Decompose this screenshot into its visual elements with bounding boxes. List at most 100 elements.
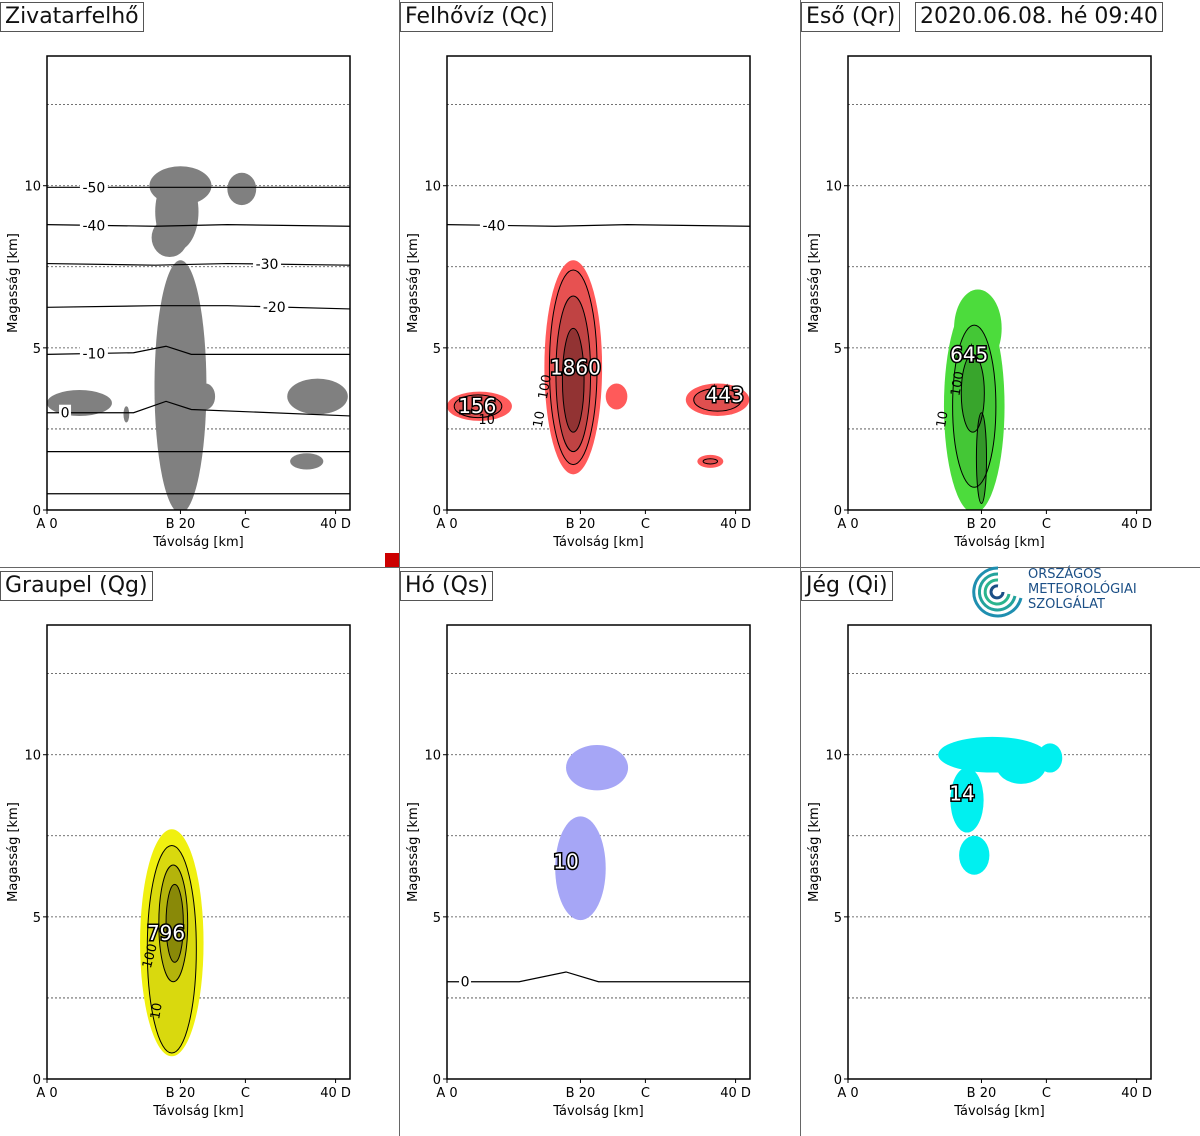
contour-line xyxy=(693,387,742,412)
isotherm-label-bg xyxy=(479,217,508,234)
field-region xyxy=(605,383,628,410)
field-region xyxy=(290,453,324,470)
plot-area xyxy=(938,736,1063,875)
isotherm-label: -40 xyxy=(482,218,505,234)
plot-area xyxy=(447,744,750,983)
contour-line xyxy=(952,324,997,488)
isotherm-label-bg xyxy=(59,404,72,421)
isotherm-label-bg xyxy=(79,345,108,362)
value-label: 100 xyxy=(536,373,555,400)
value-label: 10 xyxy=(531,410,549,429)
x-axis-label: Távolság [km] xyxy=(953,535,1044,550)
isotherm-label: -20 xyxy=(263,300,286,316)
isotherm-label-bg xyxy=(79,217,108,234)
panel-title-ho: Hó (Qs) xyxy=(400,571,493,601)
plot-area xyxy=(447,224,750,475)
panel-title-jeg: Jég (Qi) xyxy=(801,571,893,601)
value-label: 100 xyxy=(948,370,967,397)
field-shade xyxy=(976,412,987,504)
value-label: 10 xyxy=(934,410,952,429)
y-tick-label: 5 xyxy=(33,911,41,926)
isotherm-line xyxy=(447,971,750,983)
x-tick-label: A 0 xyxy=(837,517,858,532)
field-shade xyxy=(693,388,742,412)
isotherm-label: 0 xyxy=(461,975,470,991)
x-tick-label: C xyxy=(1042,1086,1051,1101)
y-tick-label: 10 xyxy=(825,749,842,764)
axes-frame xyxy=(446,624,751,1080)
isotherm-line xyxy=(47,400,350,417)
plot-area xyxy=(47,166,350,510)
logo-line: METEOROLÓGIAI xyxy=(1028,582,1137,597)
contour-line xyxy=(702,458,719,465)
y-axis-label: Magasság [km] xyxy=(807,233,822,333)
omsz-logo: ORSZÁGOS METEOROLÓGIAI SZOLGÁLAT xyxy=(966,562,1166,622)
field-region xyxy=(227,172,257,206)
contour-line xyxy=(146,845,197,1054)
field-shade xyxy=(952,325,996,488)
y-tick-label: 5 xyxy=(433,342,441,357)
x-tick-label: C xyxy=(641,517,650,532)
x-tick-label: C xyxy=(241,1086,250,1101)
x-tick-label: B 20 xyxy=(566,1086,596,1101)
x-tick-label: B 20 xyxy=(166,1086,196,1101)
x-tick-label: B 20 xyxy=(967,517,997,532)
field-region xyxy=(47,390,112,416)
x-tick-label: B 20 xyxy=(166,517,196,532)
red-marker xyxy=(385,553,399,567)
isotherm-line xyxy=(47,262,350,266)
contour-line xyxy=(555,295,592,453)
x-tick-label: A 0 xyxy=(837,1086,858,1101)
x-tick-label: A 0 xyxy=(436,517,457,532)
isotherm-label: -10 xyxy=(82,346,105,362)
y-axis-label: Magasság [km] xyxy=(406,233,421,333)
timestamp-label: 2020.06.08. hé 09:40 xyxy=(915,2,1163,32)
field-region xyxy=(151,218,188,258)
field-shade xyxy=(147,845,197,1054)
y-tick-label: 0 xyxy=(834,504,842,519)
y-tick-label: 5 xyxy=(33,342,41,357)
y-axis-label: Magasság [km] xyxy=(6,802,21,902)
field-region xyxy=(959,835,990,875)
y-tick-label: 10 xyxy=(24,180,41,195)
chart-panel-2: 645 10 100 0 5 10 A 0 B 20 C 40 D Távolság [km] Mag… xyxy=(807,55,1152,550)
panel-title-graupel: Graupel (Qg) xyxy=(0,571,153,601)
axes-frame xyxy=(46,55,351,511)
field-region xyxy=(995,744,1047,784)
omsz-logo-icon xyxy=(972,566,1023,618)
contour-line xyxy=(158,864,189,983)
y-tick-label: 5 xyxy=(834,342,842,357)
x-axis-label: Távolság [km] xyxy=(552,535,643,550)
x-tick-label: 40 D xyxy=(320,1086,351,1101)
field-region xyxy=(555,816,606,921)
x-tick-label: B 20 xyxy=(566,517,596,532)
value-label: 100 xyxy=(140,942,161,970)
contour-line xyxy=(548,269,598,466)
isotherm-label: 0 xyxy=(61,406,70,422)
y-tick-label: 10 xyxy=(825,180,842,195)
axes-frame xyxy=(847,55,1152,511)
y-tick-label: 0 xyxy=(33,1073,41,1088)
chart-panel-4: 0 10 0 5 10 A 0 B 20 C 40 D Távolság [km] Magasság… xyxy=(406,624,751,1119)
x-axis-label: Távolság [km] xyxy=(152,1104,243,1119)
y-axis-label: Magasság [km] xyxy=(406,802,421,902)
value-label: 10 xyxy=(148,1002,166,1021)
value-label: 10 xyxy=(478,413,495,428)
value-label: 10 xyxy=(553,850,578,874)
y-tick-label: 0 xyxy=(834,1073,842,1088)
y-axis-label: Magasság [km] xyxy=(807,802,822,902)
chart-panel-0: -50 -40 -30 -20 -10 0 0 5 10 A 0 B 20 C 40 D Távolság… xyxy=(6,55,351,550)
y-tick-label: 5 xyxy=(834,911,842,926)
isotherm-line xyxy=(47,305,350,310)
x-axis-label: Távolság [km] xyxy=(552,1104,643,1119)
logo-line: SZOLGÁLAT xyxy=(1028,597,1105,612)
x-axis-label: Távolság [km] xyxy=(953,1104,1044,1119)
x-tick-label: A 0 xyxy=(36,517,57,532)
y-tick-label: 10 xyxy=(424,749,441,764)
field-region xyxy=(1037,743,1063,773)
field-region xyxy=(154,260,207,510)
column-separator xyxy=(399,0,400,1136)
x-axis-label: Távolság [km] xyxy=(152,535,243,550)
field-shade xyxy=(703,458,718,464)
